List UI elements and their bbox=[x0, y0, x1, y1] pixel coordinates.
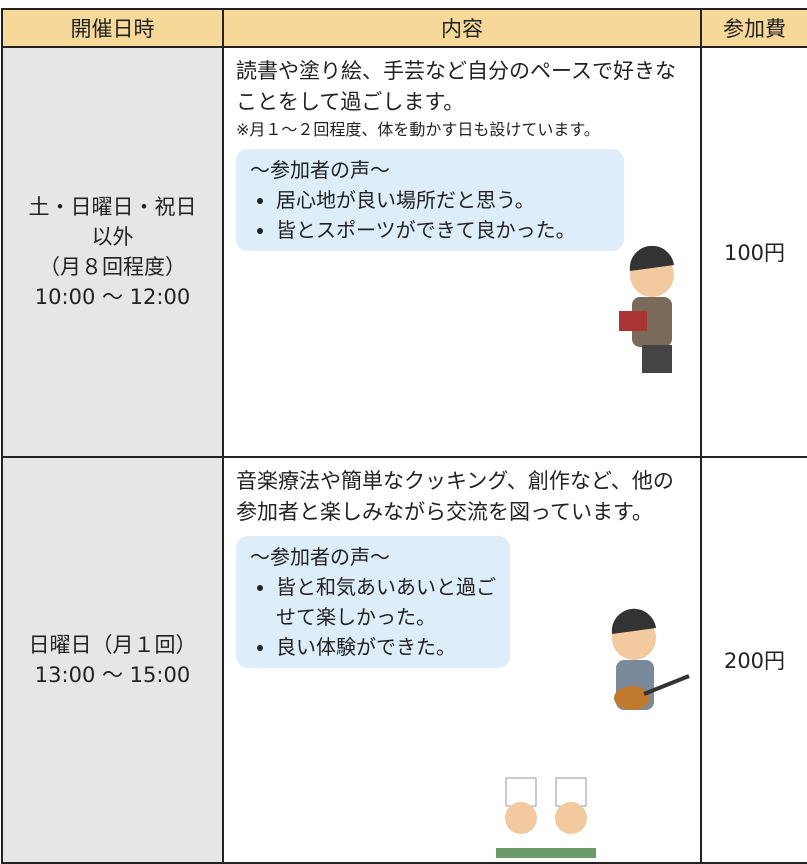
illustration bbox=[496, 608, 690, 858]
guitarist bbox=[611, 608, 690, 710]
cooks bbox=[496, 777, 596, 858]
date-line: 10:00 ～ 12:00 bbox=[34, 285, 191, 309]
voice-item: 良い体験ができた。 bbox=[276, 632, 496, 662]
voice-item: 皆と和気あいあいと過ごせて楽しかった。 bbox=[276, 572, 496, 632]
voice-box: ～参加者の声～ 居心地が良い場所だと思う。皆とスポーツができて良かった。 bbox=[236, 149, 624, 251]
header-cell: 開催日時 bbox=[1, 8, 224, 48]
schedule-table: 開催日時 内容 参加費 土・日曜日・祝日 以外 （月８回程度） 10:00 ～ … bbox=[1, 8, 807, 864]
illustration bbox=[619, 245, 674, 373]
fee-cell: 200円 bbox=[700, 456, 807, 864]
voice-title: ～参加者の声～ bbox=[250, 158, 390, 182]
date-line: （月８回程度） bbox=[39, 255, 186, 279]
header-row: 開催日時 内容 参加費 bbox=[1, 8, 807, 48]
content-cell: 読書や塗り絵、手芸など自分のペースで好きなことをして過ごします。 ※月１～２回程… bbox=[222, 46, 702, 458]
header-cell: 内容 bbox=[222, 8, 702, 48]
header-cell: 参加費 bbox=[700, 8, 807, 48]
reader bbox=[619, 245, 674, 373]
date-line: 以外 bbox=[91, 225, 134, 249]
date-cell: 土・日曜日・祝日 以外 （月８回程度） 10:00 ～ 12:00 bbox=[1, 46, 224, 458]
voice-box: ～参加者の声～ 皆と和気あいあいと過ごせて楽しかった。良い体験ができた。 bbox=[236, 536, 510, 668]
date-line: 日曜日（月１回） bbox=[28, 633, 197, 657]
row: 日曜日（月１回） 13:00 ～ 15:00 音楽療法や簡単なクッキング、創作な… bbox=[1, 456, 807, 864]
voice-item: 居心地が良い場所だと思う。 bbox=[276, 185, 610, 215]
date-cell: 日曜日（月１回） 13:00 ～ 15:00 bbox=[1, 456, 224, 864]
row: 土・日曜日・祝日 以外 （月８回程度） 10:00 ～ 12:00 読書や塗り絵… bbox=[1, 46, 807, 458]
fee-cell: 100円 bbox=[700, 46, 807, 458]
date-line: 土・日曜日・祝日 bbox=[28, 195, 197, 219]
note: ※月１～２回程度、体を動かす日も設けています。 bbox=[236, 120, 600, 139]
description: 音楽療法や簡単なクッキング、創作など、他の参加者と楽しみながら交流を図っています… bbox=[236, 469, 674, 524]
content-cell: 音楽療法や簡単なクッキング、創作など、他の参加者と楽しみながら交流を図っています… bbox=[222, 456, 702, 864]
description: 読書や塗り絵、手芸など自分のペースで好きなことをして過ごします。 bbox=[236, 59, 676, 114]
voice-item: 皆とスポーツができて良かった。 bbox=[276, 215, 610, 245]
voice-title: ～参加者の声～ bbox=[250, 545, 390, 569]
date-line: 13:00 ～ 15:00 bbox=[34, 663, 191, 687]
